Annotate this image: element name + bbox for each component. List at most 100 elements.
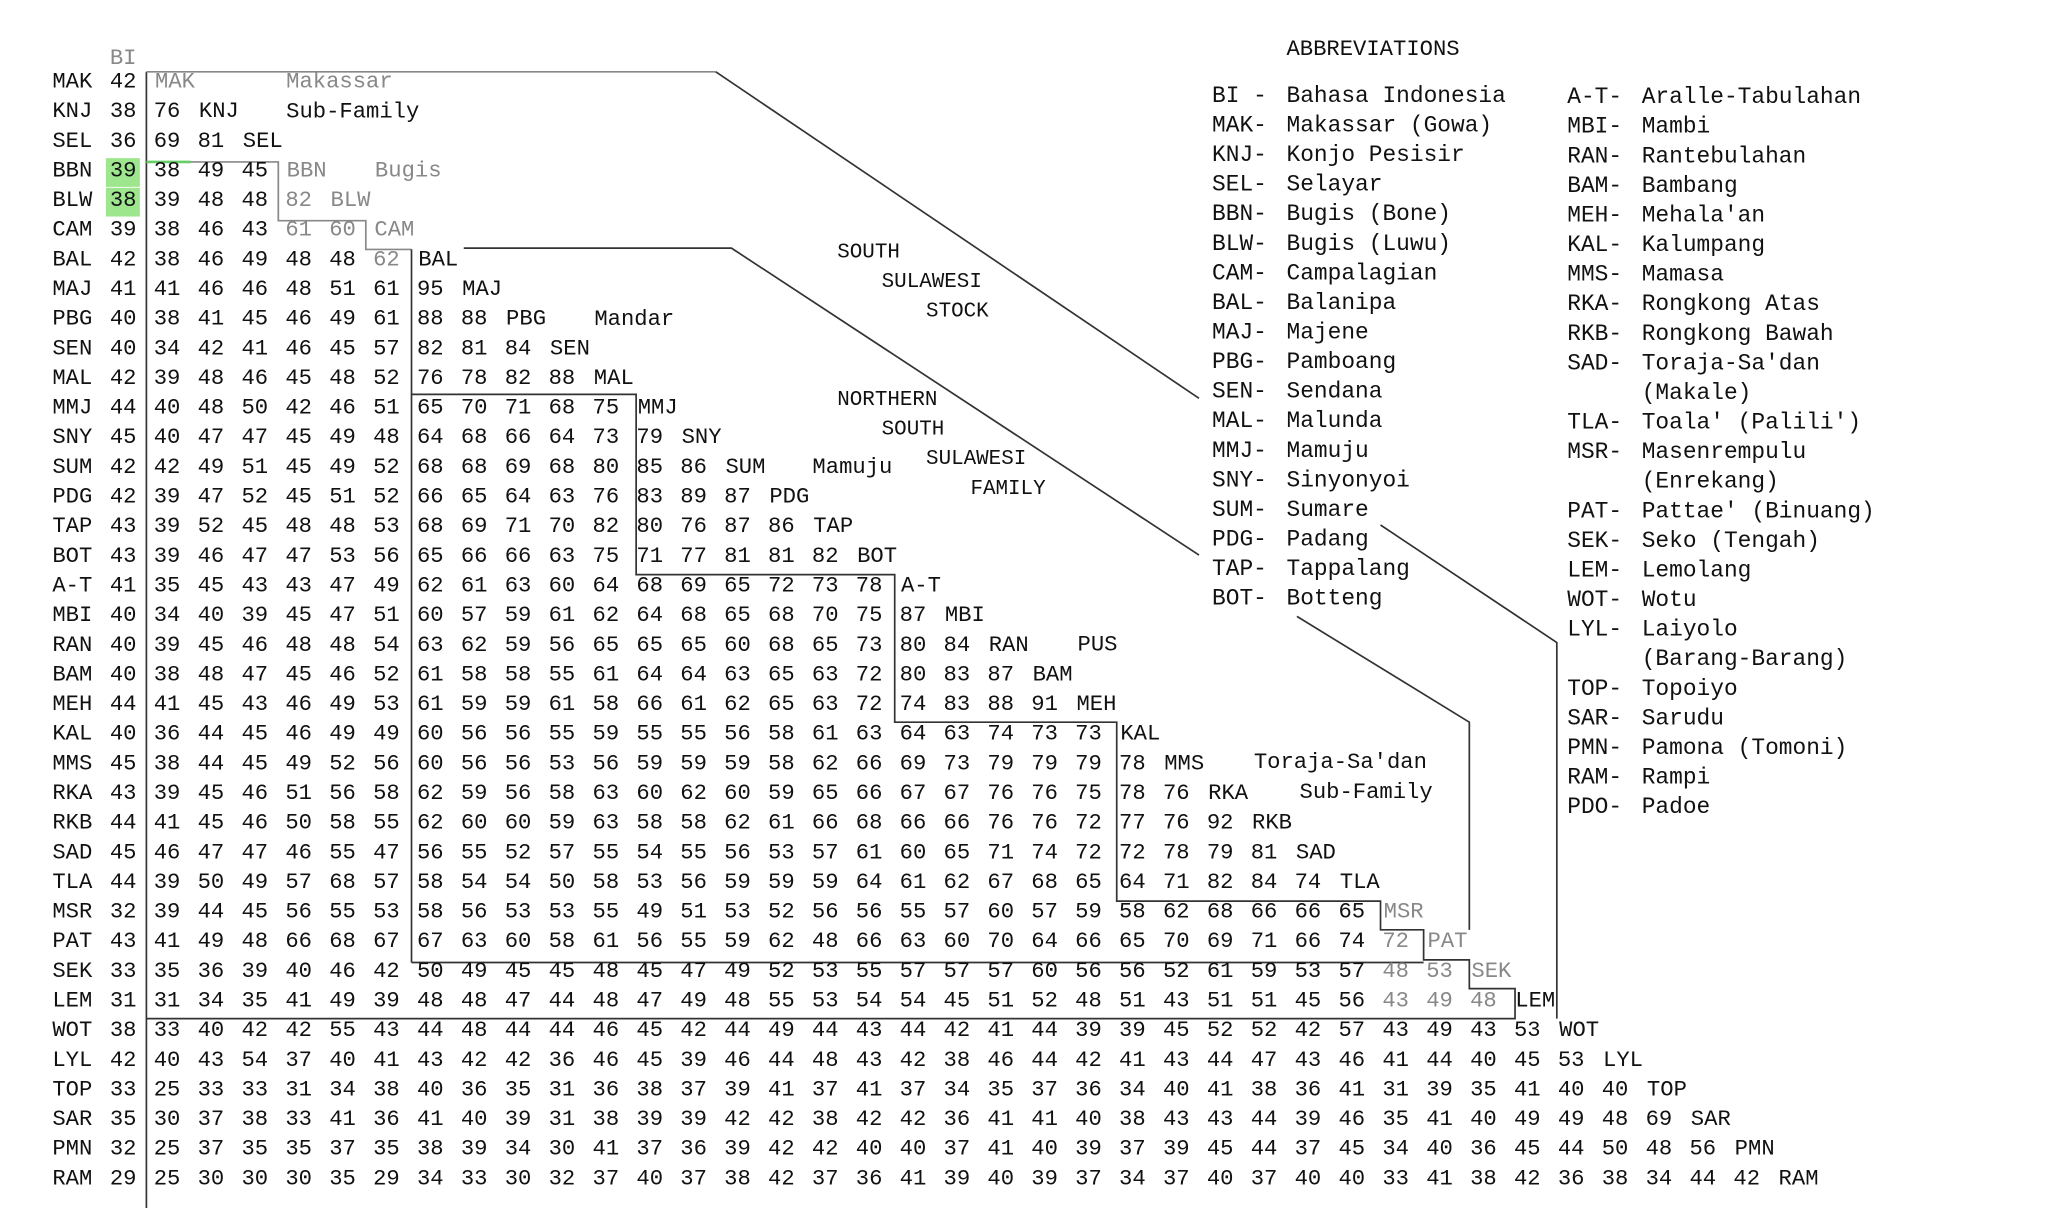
cell-value: 65 — [1119, 929, 1146, 954]
cell-value: 43 — [110, 544, 137, 569]
cell-value: 56 — [505, 722, 532, 747]
cell-value: 47 — [198, 840, 225, 865]
cell-value: 42 — [241, 1018, 268, 1043]
cell-value: 61 — [417, 692, 444, 717]
cell-value: 49 — [461, 959, 488, 984]
cell-value: 66 — [856, 781, 883, 806]
cell-value: 55 — [461, 840, 488, 865]
cell-value: 79 — [1031, 751, 1058, 776]
cell-value: 41 — [987, 1137, 1014, 1162]
cell-value: 54 — [900, 988, 927, 1013]
cell-value: 43 — [285, 573, 312, 598]
diagonal-label: KAL — [1120, 722, 1160, 747]
cell-value: 88 — [549, 366, 576, 391]
cell-value: 35 — [154, 959, 181, 984]
abbr-code: MBI- — [1567, 114, 1622, 140]
cell-value: 45 — [329, 336, 356, 361]
cell-value: 37 — [1163, 1166, 1190, 1191]
cell-value: 76 — [593, 485, 620, 510]
cell-value: 38 — [154, 751, 181, 776]
cell-value: 47 — [241, 544, 268, 569]
cell-value: 46 — [1338, 1107, 1365, 1132]
cell-value: 50 — [549, 870, 576, 895]
cell-value: 62 — [417, 781, 444, 806]
cell-value: 37 — [285, 1048, 312, 1073]
cell-value: 56 — [417, 840, 444, 865]
diagonal-label: A-T — [901, 573, 941, 598]
cell-value: 45 — [241, 514, 268, 539]
cell-value: 48 — [461, 1018, 488, 1043]
cell-value: 31 — [110, 988, 137, 1013]
abbr-name: Seko (Tengah) — [1642, 528, 1820, 554]
cell-value: 42 — [768, 1137, 795, 1162]
cell-value: 44 — [1207, 1048, 1234, 1073]
cell-value: 75 — [593, 396, 620, 421]
cell-value: 49 — [285, 751, 312, 776]
cell-value: 47 — [198, 425, 225, 450]
cell-value: 59 — [1075, 900, 1102, 925]
cell-value: 55 — [549, 722, 576, 747]
cell-value: 39 — [1295, 1107, 1322, 1132]
abbr-name: Campalagian — [1286, 260, 1437, 286]
row-label: LEM — [52, 988, 92, 1013]
cell-value: 34 — [198, 988, 225, 1013]
cell-value: 81 — [724, 544, 751, 569]
cell-value: 45 — [285, 366, 312, 391]
cell-value: 58 — [636, 811, 663, 836]
cell-value: 66 — [1251, 900, 1278, 925]
cell-value: 41 — [1514, 1077, 1541, 1102]
cell-value: 41 — [593, 1137, 620, 1162]
abbr-name: Toraja-Sa'dan — [1642, 350, 1820, 376]
cell-value: 35 — [1470, 1077, 1497, 1102]
cell-value: 43 — [241, 218, 268, 243]
cell-value: 53 — [1426, 959, 1453, 984]
cell-value: 76 — [1163, 811, 1190, 836]
cell-value: 62 — [724, 692, 751, 717]
abbr-name: (Enrekang) — [1642, 469, 1779, 495]
cell-value: 59 — [724, 929, 751, 954]
cell-value: 39 — [724, 1077, 751, 1102]
cell-value: 45 — [285, 455, 312, 480]
cell-value: 35 — [1382, 1107, 1409, 1132]
cell-value: 75 — [1075, 781, 1102, 806]
cell-value: 44 — [1690, 1166, 1717, 1191]
cell-value: 77 — [680, 544, 707, 569]
row-label: MMJ — [52, 396, 92, 421]
row-label: BBN — [52, 158, 92, 183]
cell-value: 46 — [329, 396, 356, 421]
cell-value: 59 — [593, 722, 620, 747]
cell-value: 41 — [198, 307, 225, 332]
diagonal-label: MBI — [945, 603, 985, 628]
cell-value: 48 — [1382, 959, 1409, 984]
abbr-name: Bugis (Bone) — [1286, 201, 1451, 227]
cell-value: 57 — [373, 870, 400, 895]
cell-value: 52 — [505, 840, 532, 865]
cell-value: 69 — [680, 573, 707, 598]
cell-value: 37 — [1075, 1166, 1102, 1191]
abbr-name: Topoiyo — [1642, 676, 1738, 702]
cell-value: 63 — [593, 811, 620, 836]
cell-value: 59 — [724, 751, 751, 776]
cell-value: 46 — [724, 1048, 751, 1073]
cell-value: 46 — [987, 1048, 1014, 1073]
cell-value: 49 — [198, 158, 225, 183]
cell-value: 88 — [417, 307, 444, 332]
abbr-name: Pattae' (Binuang) — [1642, 498, 1875, 524]
row-label: TLA — [52, 870, 93, 895]
cell-value: 36 — [593, 1077, 620, 1102]
abbr-code: SAD- — [1567, 350, 1622, 376]
row-label: SAR — [52, 1107, 92, 1132]
cell-value: 47 — [636, 988, 663, 1013]
cell-value: 60 — [549, 573, 576, 598]
cell-value: 85 — [636, 455, 663, 480]
abbr-name: Tappalang — [1286, 556, 1409, 582]
cell-value: 68 — [680, 603, 707, 628]
cell-value: 31 — [549, 1077, 576, 1102]
cell-value: 37 — [1119, 1137, 1146, 1162]
cell-value: 44 — [1558, 1137, 1585, 1162]
cell-value: 49 — [241, 247, 268, 272]
cell-value: 40 — [900, 1137, 927, 1162]
cell-value: 39 — [1163, 1137, 1190, 1162]
cell-value: 37 — [198, 1107, 225, 1132]
cell-value: 42 — [944, 1018, 971, 1043]
